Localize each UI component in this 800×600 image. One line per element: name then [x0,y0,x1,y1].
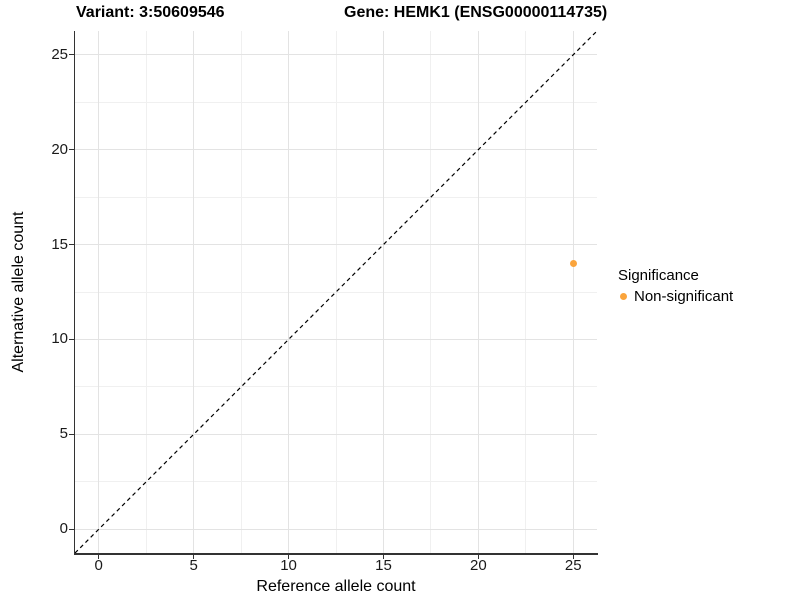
gridline-y-minor [75,481,597,483]
legend-title: Significance [618,267,699,284]
y-tick-label: 0 [59,520,68,538]
x-tick-mark [477,554,480,559]
legend: Significance Non-significant [618,267,733,305]
x-tick-mark [97,554,100,559]
y-axis-title: Alternative allele count [10,211,27,373]
x-tick-label: 25 [564,557,582,574]
gridline-y-minor [75,386,597,388]
x-tick-mark [382,554,385,559]
gridline-y-major [75,528,597,530]
legend-point-icon [620,293,627,300]
gridline-y-major [75,54,597,56]
y-tick-label: 15 [51,235,68,253]
x-tick-mark [572,554,575,559]
y-tick-mark [69,148,74,151]
y-tick-mark [69,528,74,531]
y-tick-mark [69,338,74,341]
y-axis-line [73,31,75,555]
x-tick-label: 20 [470,557,487,574]
y-tick-label: 20 [51,140,68,158]
gridline-x-major [382,31,384,553]
x-tick-mark [287,554,290,559]
x-tick-label: 5 [189,557,198,574]
gridline-x-major [288,31,290,553]
gridline-y-minor [75,291,597,293]
gridline-y-major [75,433,597,435]
gridline-y-major [75,244,597,246]
x-tick-label: 0 [94,557,103,574]
y-tick-label: 10 [51,330,68,348]
x-axis-title: Reference allele count [256,578,416,595]
y-tick-label: 5 [59,425,68,443]
gridline-y-major [75,338,597,340]
x-axis-line [73,553,598,555]
legend-item-label: Non-significant [634,288,734,305]
y-tick-label: 25 [51,45,68,63]
legend-item-non-significant: Non-significant [620,288,733,305]
gridline-y-major [75,149,597,151]
gridline-x-major [193,31,195,553]
gridline-x-major [98,31,100,553]
gridline-x-major [572,31,574,553]
plot-panel [75,31,597,553]
y-tick-mark [69,53,74,56]
x-tick-label: 10 [280,557,297,574]
y-tick-mark [69,433,74,436]
gridline-y-minor [75,196,597,198]
y-tick-mark [69,243,74,246]
gridline-y-minor [75,101,597,103]
data-point-non-significant [569,260,577,268]
plot-title-variant: Variant: 3:50609546 [76,4,225,21]
x-tick-label: 15 [375,557,392,574]
identity-line [75,31,597,553]
x-tick-mark [192,554,195,559]
plot-title-gene: Gene: HEMK1 (ENSG00000114735) [344,4,608,21]
gridline-x-major [477,31,479,553]
